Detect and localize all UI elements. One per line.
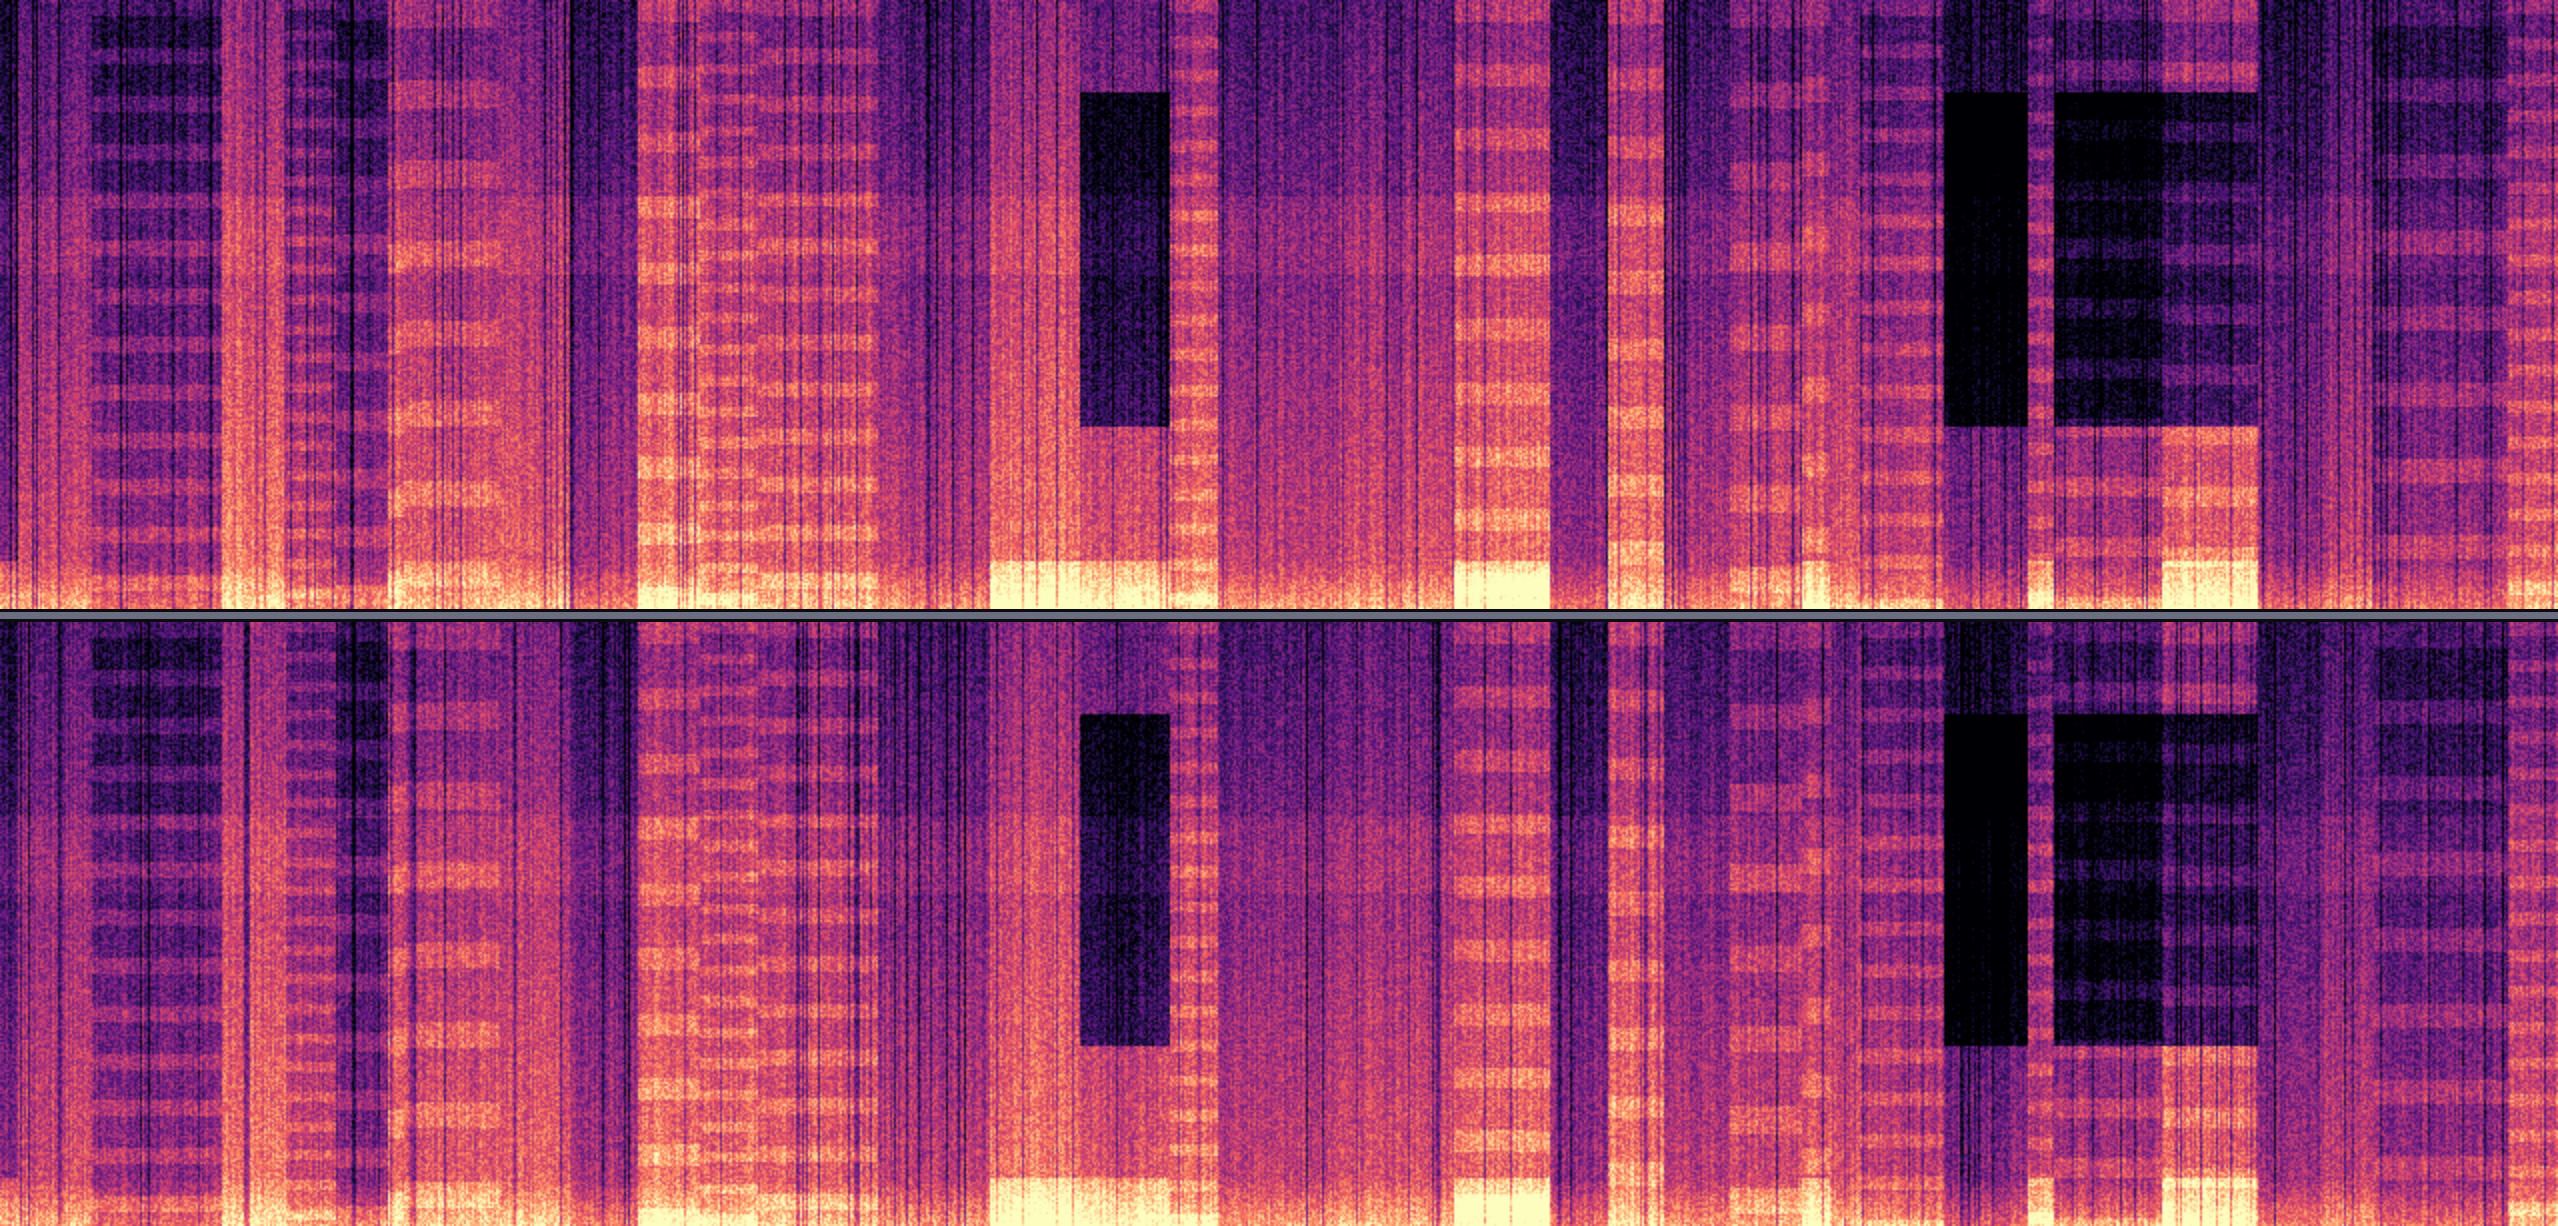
spectrogram-channel-left (0, 0, 2558, 609)
spectrogram-channel-right (0, 622, 2558, 1226)
channel-divider (0, 609, 2558, 622)
